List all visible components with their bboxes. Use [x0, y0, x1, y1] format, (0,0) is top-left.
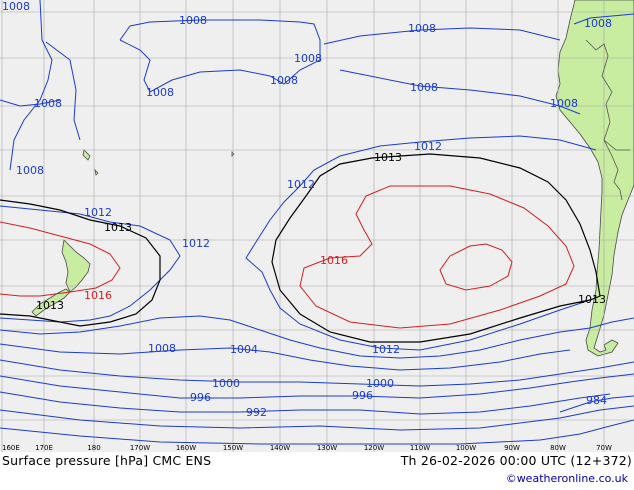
- red-isobars: [0, 185, 575, 329]
- land-layer: [31, 0, 634, 357]
- isobar-1000: [0, 359, 634, 387]
- new-zealand-north-island: [61, 239, 91, 293]
- isobar-1012-outer: [0, 205, 181, 323]
- longitude-label: 120W: [364, 444, 384, 452]
- longitude-label: 140W: [270, 444, 290, 452]
- isobar-1008-north: [119, 19, 321, 93]
- isobar-1016-west: [0, 221, 121, 297]
- isobar-1012-outer: [245, 135, 597, 351]
- isobar-1016-east: [299, 185, 575, 329]
- isobar-label: 1000: [212, 377, 240, 390]
- isobar-label: 1008: [179, 14, 207, 27]
- isobar-label: 1012: [84, 206, 112, 219]
- isobar-1008-north: [0, 99, 61, 107]
- longitude-label: 70W: [596, 444, 612, 452]
- isobar-label: 1004: [230, 343, 258, 356]
- isobar-label: 996: [352, 389, 373, 402]
- isobar-label: 996: [190, 391, 211, 404]
- border-line: [585, 39, 623, 201]
- isobar-label: 1008: [270, 74, 298, 87]
- isobar-1008-north: [9, 0, 53, 171]
- isobar-1008-north: [339, 69, 581, 115]
- isobar-996: [0, 373, 634, 399]
- isobar-1008-north: [45, 41, 81, 141]
- source-credit[interactable]: ©weatheronline.co.uk: [505, 472, 628, 485]
- isobar-label: 1012: [414, 140, 442, 153]
- isobar-label: 1013: [104, 221, 132, 234]
- longitude-label: 180: [87, 444, 100, 452]
- longitude-label: 100W: [456, 444, 476, 452]
- isobar-1013-east: [271, 153, 601, 343]
- isobar-label: 1008: [34, 97, 62, 110]
- isobar-label: 1008: [410, 81, 438, 94]
- isobar-1008-north: [323, 27, 561, 45]
- longitude-label: 160W: [176, 444, 196, 452]
- isobar-1008-south: [0, 315, 634, 359]
- isobar-label: 1012: [182, 237, 210, 250]
- valid-time: Th 26-02-2026 00:00 UTC (12+372): [400, 453, 632, 468]
- isobar-label: 1013: [36, 299, 64, 312]
- isobar-label: 1013: [578, 293, 606, 306]
- isobar-984: [559, 395, 634, 413]
- map-footer: Surface pressure [hPa] CMC ENS Th 26-02-…: [0, 452, 634, 490]
- grid-layer: [0, 0, 634, 452]
- isobar-label: 1012: [287, 178, 315, 191]
- isobar-label: 1008: [408, 22, 436, 35]
- isobar-labels: 1008 1008 1008 1008 1008 1008 1008 1008 …: [2, 0, 612, 419]
- isobar-label: 1016: [320, 254, 348, 267]
- isobar-label: 1016: [84, 289, 112, 302]
- isobar-988: [0, 405, 634, 431]
- longitude-labels: 160E 170E 180 170W 160W 150W 140W 130W 120W 110W 1…: [2, 444, 612, 452]
- isobar-1013-west: [0, 199, 161, 327]
- south-america-land: [555, 0, 634, 357]
- isobar-label: 992: [246, 406, 267, 419]
- black-isobars: [0, 153, 601, 343]
- longitude-label: 110W: [410, 444, 430, 452]
- isobar-label: 1000: [366, 377, 394, 390]
- isobar-label: 1008: [16, 164, 44, 177]
- isobar-label: 1008: [148, 342, 176, 355]
- isobar-label: 1012: [372, 343, 400, 356]
- isobar-label: 984: [586, 394, 607, 407]
- pressure-map: 1008 1008 1008 1008 1008 1008 1008 1008 …: [0, 0, 634, 452]
- blue-isobars: [0, 0, 634, 445]
- isobar-992: [0, 391, 611, 415]
- isobar-label: 1008: [294, 52, 322, 65]
- isobar-1004: [0, 343, 571, 371]
- isobar-1016-core: [439, 243, 513, 291]
- longitude-label: 170E: [35, 444, 53, 452]
- isobar-label: 1013: [374, 151, 402, 164]
- isobar-label: 1008: [584, 17, 612, 30]
- longitude-label: 130W: [317, 444, 337, 452]
- isobar-1008-north: [573, 13, 634, 25]
- isobar-label: 1008: [2, 0, 30, 13]
- longitude-label: 170W: [130, 444, 150, 452]
- border-line: [603, 139, 630, 151]
- longitude-label: 160E: [2, 444, 20, 452]
- longitude-label: 90W: [504, 444, 520, 452]
- isobar-label: 1008: [146, 86, 174, 99]
- isobar-984: [0, 419, 634, 445]
- new-zealand-south-island: [31, 288, 71, 317]
- map-background: [0, 0, 634, 452]
- borders-layer: [585, 39, 630, 201]
- longitude-label: 150W: [223, 444, 243, 452]
- map-title: Surface pressure [hPa] CMC ENS: [2, 453, 212, 468]
- isobar-label: 1008: [550, 97, 578, 110]
- longitude-label: 80W: [550, 444, 566, 452]
